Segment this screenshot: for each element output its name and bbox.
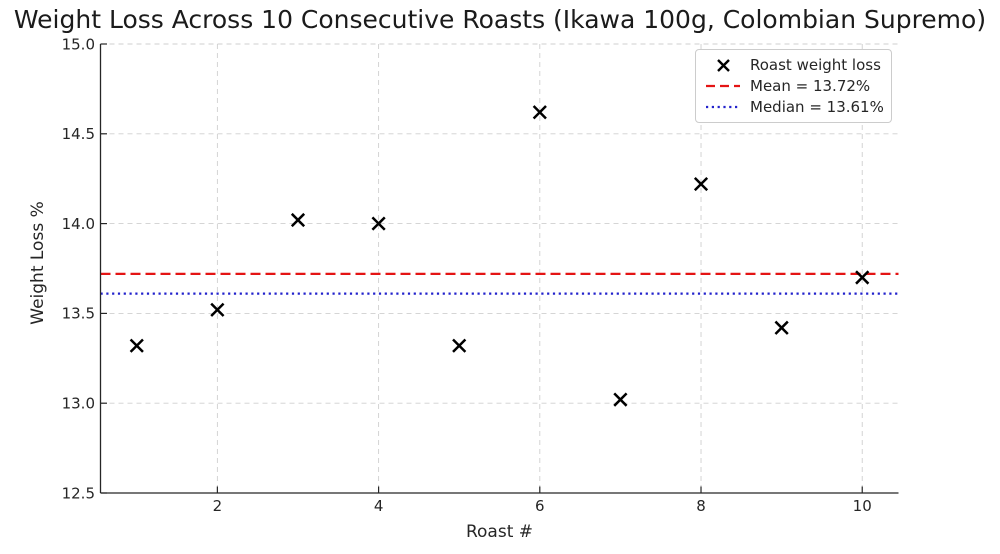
data-point-roast-8 <box>693 177 709 192</box>
legend-label: Mean = 13.72% <box>750 76 871 95</box>
data-point-roast-9 <box>774 320 789 335</box>
y-axis-label: Weight Loss % <box>28 201 48 325</box>
data-point-roast-2 <box>210 302 225 317</box>
y-tick-label: 15.0 <box>62 35 95 53</box>
data-point-roast-10 <box>855 270 870 285</box>
y-tick-label: 13.0 <box>62 394 95 412</box>
dotted-line-icon <box>706 106 740 109</box>
x-marker-icon <box>717 58 730 72</box>
data-point-roast-5 <box>452 338 467 353</box>
y-tick-label: 13.5 <box>62 305 95 323</box>
y-tick-label: 14.5 <box>62 125 95 143</box>
legend-entry: Mean = 13.72% <box>705 75 882 96</box>
x-axis-label: Roast # <box>465 522 534 542</box>
chart-title: Weight Loss Across 10 Consecutive Roasts… <box>13 5 987 34</box>
data-point-roast-6 <box>532 105 547 120</box>
y-tick-label: 12.5 <box>62 484 95 502</box>
x-tick-label: 6 <box>535 497 545 515</box>
x-tick-label: 8 <box>696 497 706 515</box>
data-point-roast-7 <box>613 392 628 407</box>
data-point-roast-4 <box>371 216 386 231</box>
x-tick-label: 10 <box>853 497 872 515</box>
y-tick-label: 14.0 <box>62 215 95 233</box>
data-point-roast-3 <box>290 212 306 228</box>
legend-label: Median = 13.61% <box>750 98 884 117</box>
legend-entry: Median = 13.61% <box>705 97 884 118</box>
legend: Roast weight loss Mean = 13.72% Median =… <box>695 49 892 123</box>
dashed-line-icon <box>706 84 740 88</box>
legend-label: Roast weight loss <box>750 55 881 74</box>
data-point-roast-1 <box>129 338 144 353</box>
x-tick-label: 2 <box>213 497 223 515</box>
x-tick-label: 4 <box>374 497 384 515</box>
legend-entry: Roast weight loss <box>705 54 882 75</box>
